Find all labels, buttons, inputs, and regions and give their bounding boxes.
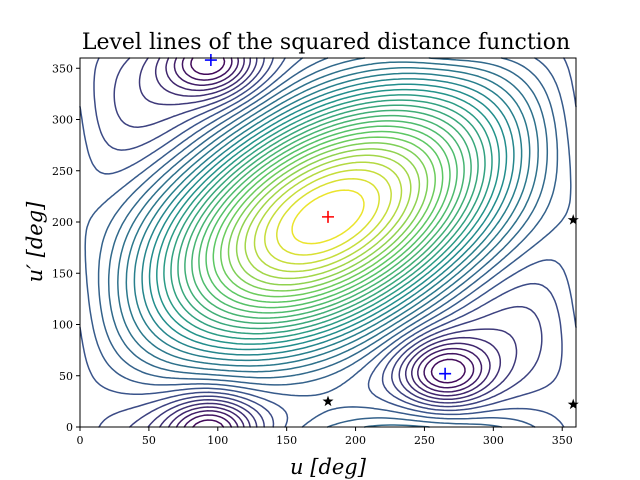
y-tick-label: 0 [66,421,73,434]
contour-lines [79,57,577,428]
contour-level [148,83,508,351]
critical-point-markers [204,54,579,410]
contour-level [133,72,523,362]
contour-level [190,57,466,428]
contour-level [79,57,577,428]
chart-title: Level lines of the squared distance func… [82,30,570,55]
contour-level [184,109,472,325]
contour-level [253,161,403,273]
x-tick-label: 100 [207,434,228,447]
x-tick-label: 0 [77,434,84,447]
contour-level [181,57,475,428]
x-tick-label: 150 [276,434,297,447]
contour-level [156,88,500,345]
x-axis-ticks: 0 50 100 150 200 250 300 350 [77,427,573,447]
y-tick-label: 200 [52,216,73,229]
contour-level [138,57,518,428]
y-axis-label: u′ [deg] [23,201,47,282]
contour-level [177,104,479,330]
contour-level [220,136,436,298]
contour-level [165,57,491,428]
x-axis-label: u [deg] [290,455,367,479]
y-tick-label: 250 [52,165,73,178]
contour-level [276,178,380,256]
contour-level [163,94,493,340]
x-tick-label: 50 [142,434,156,447]
contour-level [205,125,451,309]
contour-level [173,57,483,428]
contour-level [235,148,421,286]
contour-level [264,169,392,265]
contour-level [113,57,543,428]
y-axis-ticks: 0 50 100 150 200 250 300 350 [52,62,80,434]
y-tick-label: 300 [52,114,73,127]
contour-level [117,61,539,373]
saddle-marker [322,395,334,407]
contour-level [170,99,486,335]
x-tick-label: 200 [345,434,366,447]
contour-level [93,57,563,428]
contour-level [154,57,502,428]
x-tick-label: 300 [483,434,504,447]
y-tick-label: 100 [52,319,73,332]
contour-level [291,189,365,245]
contour-level [244,154,412,280]
contour-level [198,120,458,314]
contour-level [227,142,429,292]
saddle-marker [567,214,579,225]
x-tick-label: 350 [552,434,573,447]
contour-level [212,130,444,303]
contour-level [191,114,465,319]
contour-level [125,67,531,367]
saddle-marker [567,398,579,410]
y-tick-label: 50 [59,370,73,383]
x-tick-label: 250 [414,434,435,447]
y-tick-label: 350 [52,62,73,75]
minimum-marker [439,367,452,380]
plot-frame [79,57,577,428]
minimum-marker [204,54,217,67]
y-tick-label: 150 [52,267,73,280]
maximum-marker [322,210,334,223]
contour-level [141,78,515,356]
